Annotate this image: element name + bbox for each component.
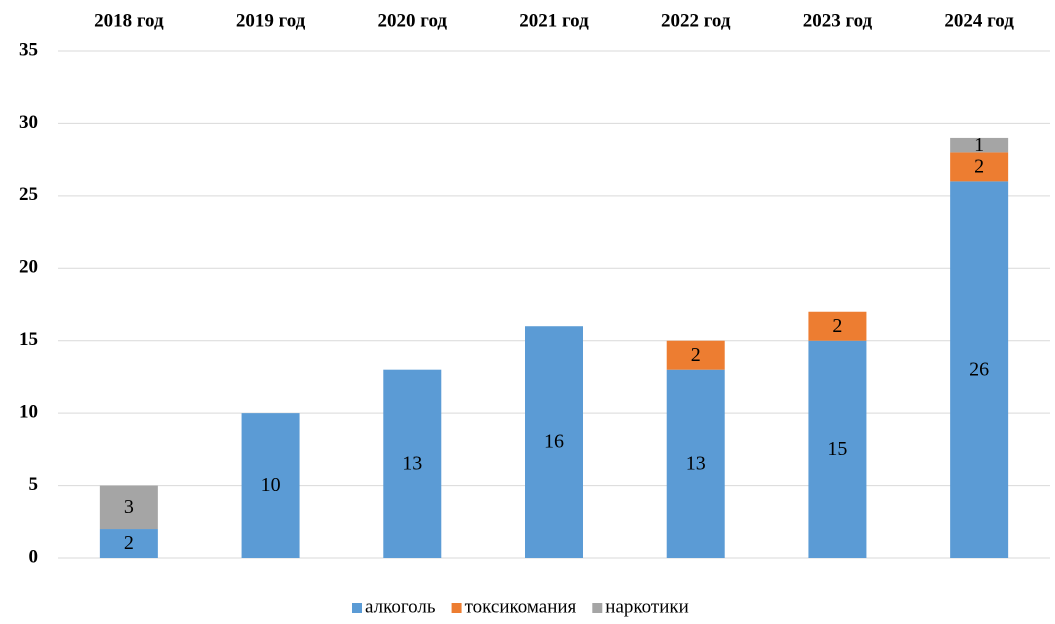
bar-segment (525, 326, 583, 558)
y-tick-label: 10 (19, 402, 38, 423)
bar-segment (808, 311, 867, 341)
bar-segment (950, 181, 1009, 558)
bar-segment (99, 529, 158, 558)
y-tick-label: 30 (19, 112, 38, 133)
data-label: 2 (832, 315, 842, 337)
data-label: 2 (691, 344, 701, 366)
bar-segment (950, 152, 1009, 182)
y-tick-label: 5 (29, 474, 39, 495)
bar-segment (99, 485, 158, 530)
bar-segment (950, 137, 1009, 153)
data-label: 2 (974, 155, 984, 177)
bar-segment (241, 413, 300, 558)
y-tick-label: 25 (19, 184, 38, 205)
data-label: 10 (261, 474, 281, 496)
legend-label: алкоголь (365, 596, 436, 617)
data-label: 26 (969, 358, 989, 380)
bar-segment (808, 340, 867, 558)
bar-segment (383, 369, 442, 558)
data-label: 13 (686, 452, 706, 474)
x-tick-label: 2019 год (236, 10, 306, 31)
x-tick-label: 2023 год (803, 10, 873, 31)
data-label: 3 (124, 496, 134, 518)
legend-swatch (592, 603, 603, 613)
y-tick-label: 20 (19, 257, 38, 278)
bar-segment (666, 369, 725, 558)
data-label: 16 (544, 431, 564, 453)
legend-swatch (352, 603, 362, 613)
y-tick-label: 35 (19, 39, 38, 60)
x-tick-label: 2022 год (661, 10, 731, 31)
legend-label: наркотики (605, 596, 689, 617)
y-tick-label: 15 (19, 329, 38, 350)
data-label: 13 (402, 452, 422, 474)
bar-segment (666, 340, 725, 370)
x-tick-label: 2024 год (944, 10, 1014, 31)
legend-swatch (451, 603, 462, 613)
data-label: 2 (124, 532, 134, 554)
x-tick-label: 2018 год (94, 10, 164, 31)
data-label: 1 (974, 134, 984, 156)
y-tick-label: 0 (29, 546, 39, 567)
data-label: 15 (827, 438, 847, 460)
x-tick-label: 2020 год (378, 10, 448, 31)
x-tick-label: 2021 год (519, 10, 589, 31)
legend-label: токсикомания (465, 596, 577, 617)
